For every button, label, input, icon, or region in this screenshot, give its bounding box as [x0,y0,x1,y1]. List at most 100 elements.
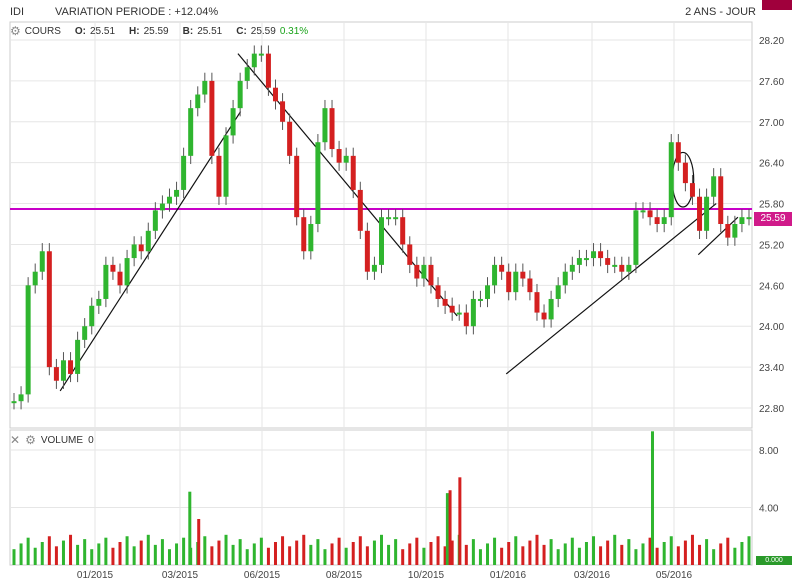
candle [541,312,547,320]
candle [449,305,455,313]
candle [640,210,646,213]
candle [534,292,540,313]
volume-bar [281,536,285,565]
candle [421,264,427,279]
close-icon[interactable]: ✕ [10,433,21,447]
candle [442,298,448,306]
volume-bar [203,536,207,565]
candle [407,244,413,265]
volume-bar [309,544,313,565]
candle [82,326,88,340]
volume-bars [12,431,751,565]
volume-bar [61,540,65,565]
volume-tick-label: 4.00 [759,504,779,515]
volume-bar [422,547,426,565]
candle [697,196,703,231]
candle [181,155,187,190]
candle [237,80,243,109]
volume-bar [323,549,327,565]
candle [732,224,738,238]
volume-bar [401,549,405,565]
candle [569,264,575,272]
volume-bar [182,537,186,565]
candle [195,94,201,109]
candle [322,108,328,143]
volume-bar [634,549,638,565]
axis-ticks: 28.20 27.60 27.00 26.40 25.80 25.20 24.60 24.00… [77,36,785,581]
volume-bar [104,537,108,565]
gear-icon[interactable]: ⚙ [25,433,36,447]
candle [138,244,144,252]
symbol-label: IDI [10,6,25,18]
x-tick-label: 08/2015 [326,570,363,581]
volume-bar [641,543,645,565]
low-value: 25.51 [197,25,223,37]
volume-bar [217,540,221,565]
candle [117,271,123,286]
candle [223,135,229,197]
y-tick-label: 24.00 [759,322,784,333]
y-tick-label: 22.80 [759,404,784,415]
volume-bar [690,534,694,565]
gear-icon[interactable]: ⚙ [10,24,21,38]
candle [682,162,688,184]
volume-bar [514,536,518,565]
volume-bar [719,543,723,565]
y-tick-label: 25.20 [759,240,784,251]
volume-bar [316,539,320,565]
y-tick-label: 23.40 [759,363,784,374]
volume-bar [648,537,652,565]
volume-bar [12,549,16,565]
volume-bar [358,536,362,565]
volume-bar [266,547,270,565]
candle [633,210,639,265]
candle [251,53,257,68]
y-tick-label: 25.80 [759,200,784,211]
volume-spike [650,431,654,565]
volume-bar [295,540,299,565]
grid [9,21,753,566]
candle [357,189,363,231]
corner-marker [762,0,792,10]
candle [654,217,660,224]
candle [520,271,526,279]
candle [527,278,533,293]
volume-bar [563,543,567,565]
y-tick-label: 28.20 [759,36,784,47]
candle [145,230,151,252]
volume-bar [507,542,511,565]
volume-bar [337,537,341,565]
candle [89,305,95,327]
volume-bar [19,543,23,565]
trend-line [697,216,739,256]
candle [492,264,498,286]
candle [718,176,724,224]
candle [53,367,59,381]
volume-bar [132,546,136,565]
volume-bar [40,542,44,565]
volume-tick-label: 8.00 [759,446,779,457]
volume-bar [97,543,101,565]
volume-bar [733,547,737,565]
volume-bar [599,546,603,565]
volume-bar [740,542,744,565]
candle [110,264,116,272]
period-selector[interactable]: 2 ANS - JOUR [685,6,756,18]
candle [174,189,180,197]
close-label: C: [236,25,247,37]
volume-bar [570,537,574,565]
last-volume-tag: 0.000 [756,556,792,565]
volume-bar [493,537,497,565]
volume-bar [351,542,355,565]
candle [456,312,462,315]
volume-bar [302,534,306,565]
volume-bar [26,537,30,565]
y-tick-label: 26.40 [759,159,784,170]
volume-spike [197,519,201,565]
candle [562,271,568,286]
volume-bar [408,543,412,565]
candle [548,298,554,320]
volume-bar [160,539,164,565]
volume-bar [471,539,475,565]
